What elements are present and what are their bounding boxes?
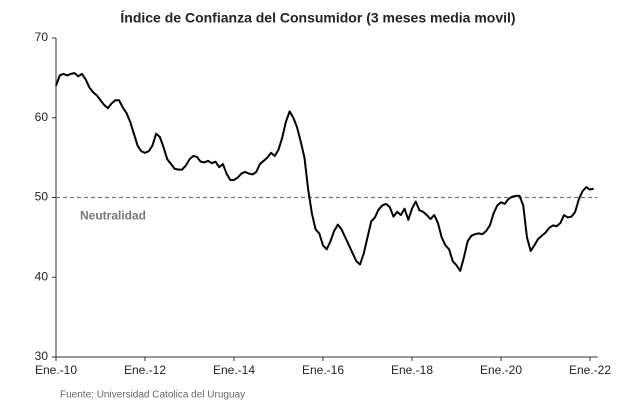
x-tick-label: Ene.-10 xyxy=(35,363,77,377)
x-tick-label: Ene.-18 xyxy=(391,363,433,377)
x-tick-label: Ene.-12 xyxy=(124,363,166,377)
x-tick-label: Ene.-14 xyxy=(213,363,255,377)
y-tick-label: 70 xyxy=(35,30,49,44)
y-tick-label: 30 xyxy=(35,349,49,363)
y-tick-label: 50 xyxy=(35,190,49,204)
reference-label: Neutralidad xyxy=(80,209,146,223)
data-line xyxy=(55,72,594,272)
chart-title: Índice de Confianza del Consumidor (3 me… xyxy=(120,10,515,26)
y-tick-label: 40 xyxy=(35,269,49,283)
x-tick-label: Ene.-20 xyxy=(480,363,522,377)
x-tick-label: Ene.-22 xyxy=(569,363,611,377)
source: Fuente: Universidad Catolica del Uruguay xyxy=(60,390,245,401)
y-tick-label: 60 xyxy=(35,110,49,124)
x-tick-label: Ene.-16 xyxy=(302,363,344,377)
